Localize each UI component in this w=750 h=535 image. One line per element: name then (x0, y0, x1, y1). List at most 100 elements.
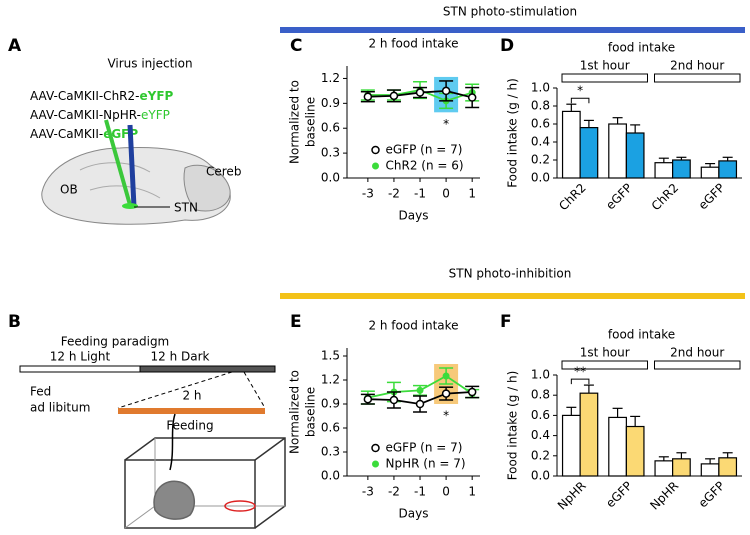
y-tick-label: 1.0 (531, 81, 550, 95)
y-tick-label: 0.2 (531, 448, 550, 462)
y-tick-label: 1.2 (321, 71, 340, 85)
bar (718, 160, 738, 179)
x-tick-label: -1 (414, 485, 426, 499)
construct: AAV-CaMKII-ChR2-eYFP (30, 89, 174, 103)
marker (415, 88, 425, 97)
light-phase (19, 365, 141, 373)
legend-marker (371, 443, 380, 453)
x-tick-label: eGFP (603, 181, 635, 213)
x-tick-label: ChR2 (649, 181, 682, 214)
legend-label: NpHR (n = 7) (386, 457, 466, 471)
x-tick-label: eGFP (696, 181, 728, 213)
y-tick-label: 0.9 (321, 96, 340, 110)
x-axis-label: Days (399, 507, 429, 521)
significance-label: ** (574, 365, 586, 379)
y-axis-label: Normalized to (288, 370, 302, 454)
panel-title: Feeding paradigm (61, 335, 170, 349)
y-axis-label: Food intake (g / h) (506, 78, 520, 188)
marker (416, 386, 424, 394)
x-tick-label: eGFP (696, 479, 728, 511)
bar (579, 126, 599, 179)
group-label: 2nd hour (670, 59, 724, 73)
y-axis-label: Normalized to (288, 80, 302, 164)
section-rule (280, 293, 745, 299)
y-tick-label: 0.6 (321, 421, 340, 435)
bar (561, 414, 581, 477)
panel-letter: A (8, 36, 22, 56)
chart-title: 2 h food intake (368, 37, 458, 51)
chart-title: 2 h food intake (368, 319, 458, 333)
dark-phase (139, 365, 276, 373)
cage-drawing (124, 413, 286, 529)
bar (625, 425, 645, 477)
y-tick-label: 0.6 (531, 408, 550, 422)
significance-bracket (570, 97, 590, 104)
legend-marker (371, 145, 380, 155)
fed-label: ad libitum (30, 401, 90, 415)
marker (441, 389, 451, 398)
group-box (561, 360, 648, 370)
group-label: 1st hour (580, 59, 630, 73)
x-axis-label: Days (399, 209, 429, 223)
legend-label: eGFP (n = 7) (386, 143, 463, 157)
marker (363, 394, 373, 404)
construct: AAV-CaMKII-NpHR-eYFP (30, 108, 170, 122)
y-tick-label: 0.8 (531, 99, 550, 113)
fed-label: Fed (30, 385, 51, 399)
y-tick-label: 0.0 (321, 171, 340, 185)
feeding-label: Feeding (166, 419, 213, 433)
y-axis-label: baseline (304, 387, 318, 437)
marker (467, 93, 477, 102)
x-tick-label: 0 (442, 485, 450, 499)
marker (415, 399, 425, 409)
y-tick-label: 0.6 (321, 121, 340, 135)
annotation: * (443, 409, 449, 423)
construct-base: AAV-CaMKII-ChR2- (30, 89, 139, 103)
group-box (561, 73, 648, 83)
group-box (654, 73, 741, 83)
construct: AAV-CaMKII-eGFP (30, 127, 138, 141)
y-axis-label: baseline (304, 97, 318, 147)
construct-base: AAV-CaMKII-NpHR- (30, 108, 141, 122)
section-title: STN photo-inhibition (449, 267, 572, 281)
legend-marker (372, 162, 379, 170)
x-tick-label: 1 (468, 485, 476, 499)
x-tick-label: NpHR (555, 479, 589, 513)
legend-label: ChR2 (n = 6) (386, 159, 464, 173)
bar (625, 132, 645, 179)
y-tick-label: 0.8 (531, 388, 550, 402)
panel-letter: D (500, 36, 514, 56)
marker (389, 91, 399, 101)
x-tick-label: eGFP (603, 479, 635, 511)
brain-drawing (41, 119, 231, 225)
x-tick-label: 0 (442, 187, 450, 201)
panel-letter: E (290, 312, 302, 332)
y-tick-label: 0.4 (531, 135, 550, 149)
construct-base: AAV-CaMKII- (30, 127, 103, 141)
significance-bracket (570, 378, 590, 385)
zoom-line (117, 371, 233, 409)
window-label: 2 h (182, 389, 201, 403)
bar (654, 460, 674, 477)
section-rule (280, 27, 745, 33)
annotation: * (443, 117, 449, 131)
y-tick-label: 1.2 (321, 373, 340, 387)
y-tick-label: 0.3 (321, 146, 340, 160)
x-tick-label: -1 (414, 187, 426, 201)
bar (672, 458, 691, 477)
bar (608, 416, 627, 477)
y-tick-label: 0.2 (531, 153, 550, 167)
bar (700, 463, 720, 477)
y-tick-label: 0.0 (321, 469, 340, 483)
y-tick-label: 0.3 (321, 445, 340, 459)
significance-label: * (577, 84, 583, 98)
y-tick-label: 1.0 (531, 368, 550, 382)
marker (442, 372, 450, 380)
bar (608, 123, 627, 179)
x-tick-label: -2 (388, 187, 400, 201)
brain-label: STN (174, 201, 198, 215)
y-tick-label: 0.9 (321, 397, 340, 411)
phase-label: 12 h Dark (151, 350, 210, 364)
section-title: STN photo-stimulation (443, 5, 577, 19)
x-tick-label: ChR2 (556, 181, 589, 214)
